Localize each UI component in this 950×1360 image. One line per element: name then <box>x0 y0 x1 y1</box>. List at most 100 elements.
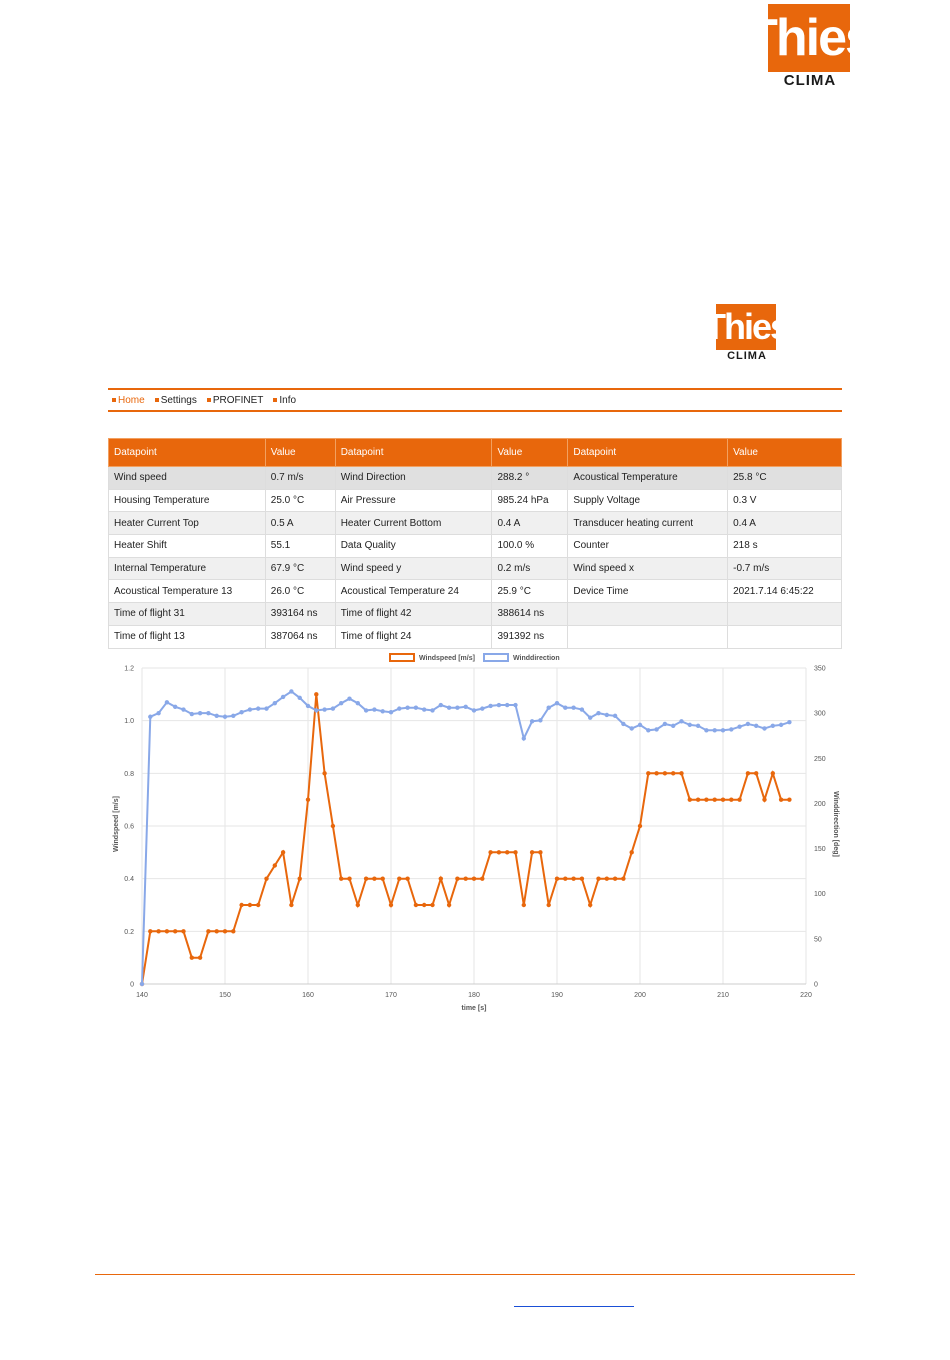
table-cell: Housing Temperature <box>108 488 266 513</box>
bullet-icon <box>154 398 159 402</box>
data-point <box>289 902 294 908</box>
y2-tick-label: 150 <box>814 846 826 853</box>
chart-legend[interactable]: Windspeed [m/s] Winddirection <box>389 653 560 662</box>
data-point <box>496 850 502 855</box>
data-point <box>480 706 485 711</box>
main-nav: Home Settings PROFINET Info <box>108 388 842 412</box>
y2-tick-label: 200 <box>814 801 826 808</box>
data-point <box>173 929 178 934</box>
data-point <box>239 902 244 908</box>
data-point <box>222 929 228 934</box>
data-point <box>397 876 402 881</box>
data-point <box>521 736 526 741</box>
data-point <box>413 902 419 908</box>
table-cell: 0.2 m/s <box>491 556 569 581</box>
data-point <box>745 721 751 727</box>
wind-chart: 0 0.2 0.4 0.6 0.8 1.0 1.2 140 150 160 170 180 190 200… <box>113 653 839 1012</box>
table-cell: Acoustical Temperature 13 <box>108 579 266 604</box>
legend-label: Windspeed [m/s] <box>419 655 475 662</box>
legend-item[interactable]: Winddirection <box>483 653 560 662</box>
table-row: Wind speed 0.7 m/s Wind Direction 288.2 … <box>108 466 842 490</box>
data-point <box>588 902 593 908</box>
data-point <box>687 797 692 802</box>
data-point <box>679 771 684 776</box>
data-point <box>604 712 609 718</box>
table-row: Time of flight 31 393164 ns Time of flig… <box>108 602 842 626</box>
table-cell: 25.0 °C <box>264 488 336 513</box>
table-cell: 67.9 °C <box>264 556 336 581</box>
data-point <box>563 876 568 881</box>
data-point <box>712 728 717 733</box>
data-point <box>671 771 676 776</box>
nav-info-label: Info <box>279 394 297 406</box>
data-point <box>388 902 394 908</box>
table-cell <box>727 624 842 649</box>
data-point <box>662 771 668 776</box>
data-point <box>546 705 551 710</box>
table-cell: 25.8 °C <box>727 466 842 490</box>
data-point <box>596 710 601 716</box>
data-point <box>438 702 443 708</box>
data-point <box>579 876 585 881</box>
data-point <box>704 728 709 733</box>
data-point <box>662 721 668 727</box>
data-point <box>256 706 261 711</box>
data-point <box>264 706 269 711</box>
table-cell: 55.1 <box>264 534 336 558</box>
data-point <box>579 707 585 712</box>
x-tick-label: 180 <box>468 992 480 999</box>
table-cell: 387064 ns <box>264 624 336 649</box>
data-point <box>380 876 385 881</box>
x-tick-label: 220 <box>800 992 812 999</box>
series-line-1 <box>141 690 790 985</box>
data-point <box>762 797 767 802</box>
data-point <box>505 850 510 855</box>
table-cell: 388614 ns <box>491 602 569 626</box>
data-point <box>629 726 634 731</box>
data-point <box>612 713 618 719</box>
table-cell: 26.0 °C <box>264 579 336 604</box>
data-point <box>637 722 643 728</box>
data-point <box>621 876 626 881</box>
nav-profinet[interactable]: PROFINET <box>206 395 263 406</box>
y-tick-label: 0.4 <box>124 876 134 883</box>
data-point <box>413 705 419 710</box>
table-row: Acoustical Temperature 13 26.0 °C Acoust… <box>108 579 842 604</box>
table-cell: Wind Direction <box>334 466 493 490</box>
data-point <box>463 704 468 710</box>
y2-tick-label: 0 <box>814 982 818 989</box>
table-cell: 0.3 V <box>727 488 842 513</box>
data-point <box>148 714 153 719</box>
nav-home-label: Home <box>118 394 145 406</box>
x-tick-label: 140 <box>136 992 148 999</box>
footer-link[interactable] <box>514 1306 634 1307</box>
table-header-row: Datapoint Value Datapoint Value Datapoin… <box>108 438 842 467</box>
table-cell: Heater Current Top <box>108 511 266 536</box>
data-point <box>554 701 560 706</box>
nav-settings[interactable]: Settings <box>154 395 197 406</box>
nav-info[interactable]: Info <box>273 395 296 406</box>
table-cell: Acoustical Temperature 24 <box>334 579 493 604</box>
data-point <box>546 902 551 908</box>
column-header: Datapoint <box>567 438 729 467</box>
data-point <box>280 850 286 855</box>
data-point <box>363 708 369 713</box>
data-point <box>621 721 626 727</box>
column-header: Value <box>264 438 336 467</box>
data-point <box>471 708 477 713</box>
table-cell: 25.9 °C <box>491 579 569 604</box>
legend-item[interactable]: Windspeed [m/s] <box>389 653 475 662</box>
legend-swatch <box>483 653 509 662</box>
data-point <box>729 797 734 802</box>
data-point <box>239 710 244 715</box>
data-point <box>720 728 726 733</box>
x-tick-label: 160 <box>302 992 314 999</box>
nav-home[interactable]: Home <box>112 395 145 406</box>
data-point <box>156 710 161 716</box>
table-cell: 100.0 % <box>491 534 569 558</box>
legend-swatch <box>389 653 415 662</box>
logo-subtitle: CLIMA <box>783 72 837 89</box>
table-cell: 985.24 hPa <box>491 488 569 513</box>
data-point <box>231 929 236 934</box>
table-cell: 0.5 A <box>264 511 336 536</box>
